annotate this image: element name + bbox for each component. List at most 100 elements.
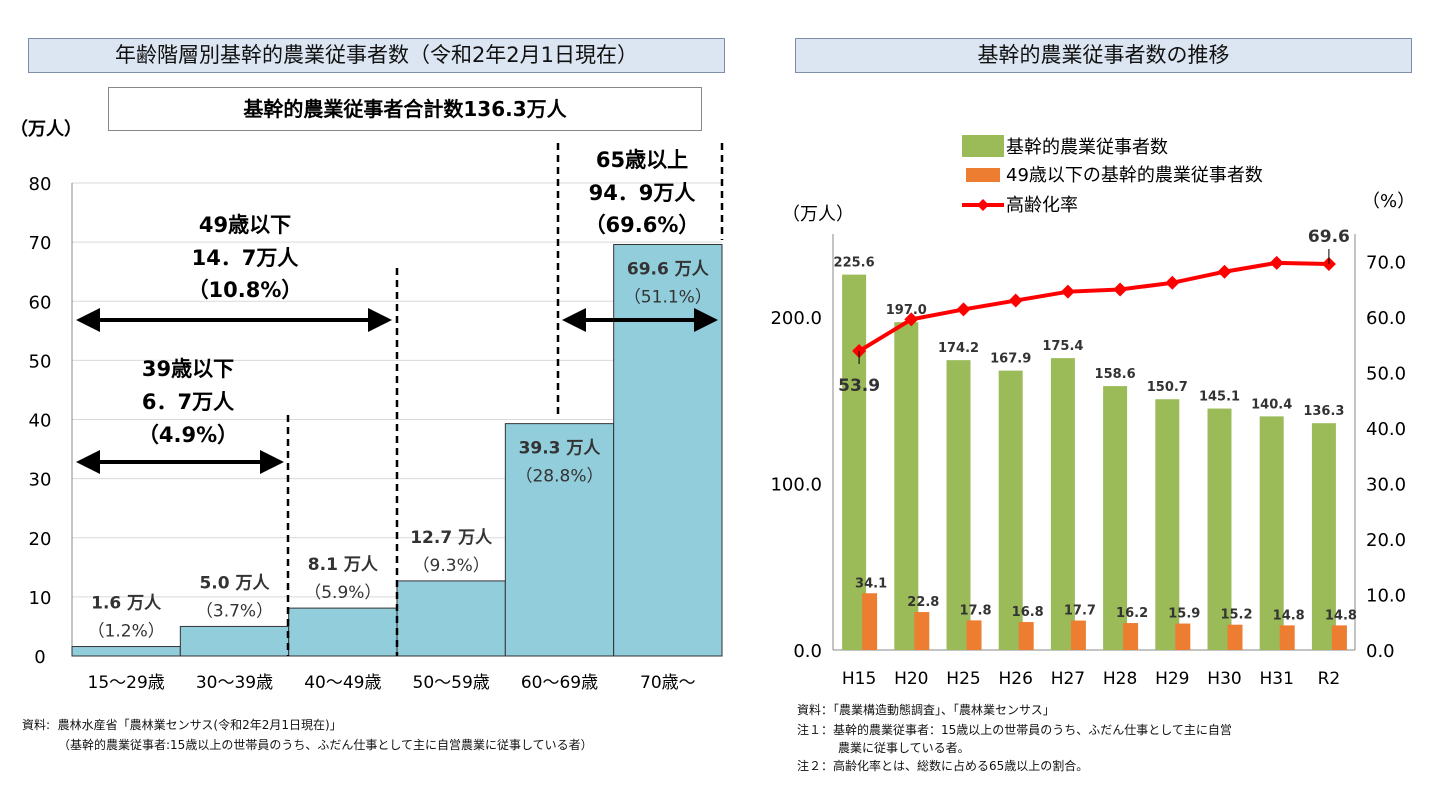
under49-count: 14．7万人	[192, 246, 299, 270]
x-tick-label: 30～39歳	[196, 673, 273, 693]
bar-under49	[914, 612, 930, 650]
x-tick-label: 40～49歳	[304, 673, 381, 693]
left-y-unit: （万人）	[10, 119, 82, 140]
bar-total-label: 158.6	[1095, 367, 1136, 382]
left-source-note: （基幹的農業従事者:15歳以上の世帯員のうち、ふだん仕事として主に自営農業に従事…	[58, 738, 593, 752]
bar-percent-label: （28.8%）	[515, 467, 603, 487]
under39-pct: （4.9%）	[138, 423, 238, 447]
under39-label: 39歳以下	[142, 357, 234, 381]
right-tick-label: 70.0	[1366, 253, 1406, 274]
bar-total	[1311, 423, 1336, 650]
bar-total	[842, 274, 867, 650]
bar-value-label: 8.1 万人	[308, 555, 379, 575]
bar-under49	[1018, 622, 1034, 650]
legend: 基幹的農業従事者数 49歳以下の基幹的農業従事者数 高齢化率	[962, 135, 1263, 216]
x-tick-label: H20	[894, 669, 928, 689]
trend-chart: 基幹的農業従事者数 49歳以下の基幹的農業従事者数 高齢化率 （万人） （%） …	[770, 135, 1415, 689]
y-tick-label: 20	[29, 529, 52, 550]
bar-under49	[1175, 623, 1191, 650]
x-tick-label: H15	[842, 669, 876, 689]
over65-pct: （69.6%）	[585, 213, 700, 237]
bar-under49	[1331, 625, 1347, 650]
age-bar-chart: （万人） 0 10 20 30 40 50 60 70 80 15～29歳 1.6 万人 （1.2%）…	[10, 119, 724, 693]
legend-label-aging: 高齢化率	[1006, 195, 1078, 216]
bar-total-label: 174.2	[938, 341, 979, 356]
right-tick-label: 0.0	[1366, 641, 1395, 662]
bar-under49	[862, 593, 878, 650]
bar-under49-label: 17.7	[1064, 604, 1096, 619]
bar-total	[998, 370, 1023, 650]
aging-rate-point	[956, 302, 971, 317]
bar-under49	[1279, 625, 1295, 650]
right-source: 資料：「農業構造動態調査」、「農林業センサス」	[797, 703, 1055, 717]
bar-total	[1050, 358, 1075, 650]
x-tick-label: H26	[998, 669, 1032, 689]
bar-total	[1259, 416, 1284, 650]
aging-rate-point	[1165, 275, 1180, 290]
aging-rate-first-label: 53.9	[838, 376, 880, 396]
right-note1-cont: 農業に従事している者。	[838, 741, 970, 755]
bar-value-label: 5.0 万人	[199, 573, 270, 593]
bar-value-label: 39.3 万人	[519, 439, 602, 459]
legend-label-under49: 49歳以下の基幹的農業従事者数	[1006, 165, 1263, 186]
bar-total-label: 150.7	[1147, 380, 1188, 395]
bar-total	[1155, 399, 1180, 650]
right-y-unit-left: （万人）	[782, 204, 854, 225]
x-tick-label: H25	[946, 669, 980, 689]
y-tick-label: 50	[29, 351, 52, 372]
bar-under49	[1227, 624, 1243, 650]
legend-label-total: 基幹的農業従事者数	[1006, 137, 1168, 158]
total-label: 基幹的農業従事者合計数136.3万人	[108, 87, 702, 131]
y-tick-label: 10	[29, 588, 52, 609]
right-note2: 注２：高齢化率とは、総数に占める65歳以上の割合。	[797, 759, 1089, 773]
bar-percent-label: （5.9%）	[304, 583, 381, 603]
bar-total-label: 145.1	[1199, 390, 1240, 405]
y-tick-label: 80	[29, 174, 52, 195]
y-tick-label: 60	[29, 292, 52, 313]
bar	[504, 423, 615, 657]
aging-rate-last-label: 69.6	[1308, 227, 1350, 247]
over65-count: 94．9万人	[589, 181, 696, 205]
bar-total-label: 225.6	[834, 256, 875, 271]
x-tick-label: H29	[1155, 669, 1189, 689]
right-tick-label: 30.0	[1366, 475, 1406, 496]
bar-total	[894, 322, 919, 650]
bar-under49-label: 34.1	[855, 576, 887, 591]
aging-rate-point	[1269, 255, 1284, 270]
x-tick-label: H31	[1259, 669, 1293, 689]
right-tick-label: 20.0	[1366, 530, 1406, 551]
aging-rate-point	[1217, 264, 1232, 279]
bar-value-label: 12.7 万人	[410, 528, 493, 548]
left-source: 資料: 農林水産省「農林業センサス(令和2年2月1日現在)」	[22, 718, 342, 732]
right-tick-label: 50.0	[1366, 364, 1406, 385]
y-tick-label: 40	[29, 411, 52, 432]
left-chart-title: 年齢階層別基幹的農業従事者数（令和2年2月1日現在）	[28, 38, 725, 73]
x-tick-label: H30	[1207, 669, 1241, 689]
under49-label: 49歳以下	[199, 213, 291, 237]
x-tick-label: 50～59歳	[413, 673, 490, 693]
legend-swatch-total	[962, 135, 1004, 157]
aging-rate-point	[904, 312, 919, 327]
left-tick-label: 0.0	[793, 641, 822, 662]
bar-value-label: 69.6 万人	[627, 259, 710, 279]
bar	[288, 607, 398, 657]
x-tick-label: H28	[1103, 669, 1137, 689]
y-tick-label: 30	[29, 470, 52, 491]
aging-rate-point	[1060, 284, 1075, 299]
bar-percent-label: （9.3%）	[413, 556, 490, 576]
bar-percent-label: （3.7%）	[196, 601, 273, 621]
x-tick-label: 70歳～	[640, 673, 696, 693]
aging-rate-point	[1113, 282, 1128, 297]
bar-total	[946, 360, 971, 650]
aging-rate-point	[1008, 293, 1023, 308]
bar-under49	[966, 620, 982, 650]
bar-total	[1103, 386, 1128, 650]
bar-percent-label: （51.1%）	[624, 287, 712, 307]
aging-rate-line	[858, 260, 1329, 353]
bar-total-label: 197.0	[886, 303, 927, 318]
right-chart-title: 基幹的農業従事者数の推移	[795, 38, 1412, 73]
bar-under49-label: 22.8	[907, 595, 939, 610]
left-tick-label: 100.0	[770, 475, 822, 496]
bar-total-label: 175.4	[1042, 339, 1083, 354]
